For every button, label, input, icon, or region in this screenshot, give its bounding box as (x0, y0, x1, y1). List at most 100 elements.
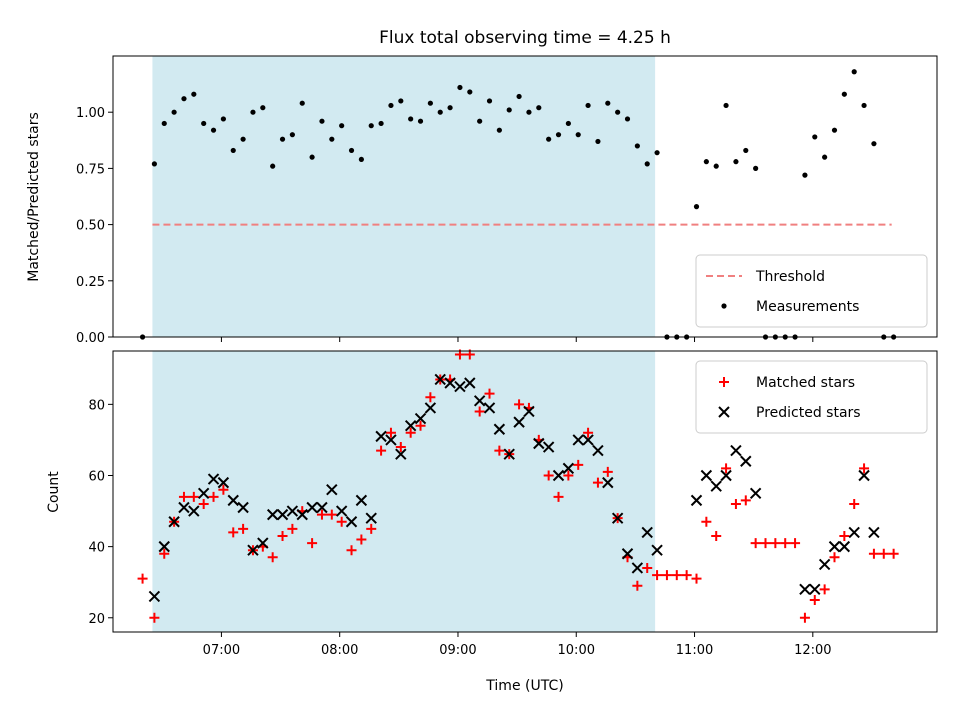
bottom-cross-point-25 (395, 448, 407, 460)
top-dot-point-71 (841, 91, 847, 97)
bottom-plus-point-74 (868, 548, 879, 559)
top-dot-point-11 (250, 109, 256, 115)
x-tick-label-2: 09:00 (439, 643, 476, 658)
top-dot-point-21 (348, 147, 355, 154)
top-dot-point-34 (477, 118, 483, 124)
top-dot-point-32 (457, 84, 463, 91)
bottom-cross-point-24 (385, 434, 397, 446)
bottom-cross-point-31 (454, 380, 466, 393)
bottom-legend-box (695, 360, 928, 434)
top-dot-point-31 (447, 105, 453, 111)
bottom-plus-point-64 (770, 538, 781, 549)
bottom-cross-point-53 (700, 469, 713, 482)
bottom-plus-point-71 (839, 530, 850, 541)
legend-cross-swatch (718, 406, 730, 418)
bottom-plus-point-54 (671, 570, 682, 581)
bottom-cross-point-41 (552, 469, 565, 482)
legend-dot-swatch (721, 303, 727, 309)
bottom-cross-point-55 (720, 469, 732, 482)
bottom-cross-point-47 (611, 512, 624, 524)
top-dot-point-74 (871, 141, 877, 147)
bottom-plus-point-28 (415, 420, 426, 431)
top-dot-point-43 (565, 120, 571, 127)
top-dot-point-38 (516, 93, 522, 100)
bottom-plus-point-76 (888, 548, 899, 559)
bottom-cross-point-29 (434, 373, 446, 386)
bottom-cross-point-28 (424, 402, 437, 414)
legend-label-1: Predicted stars (756, 405, 861, 421)
top-dot-point-12 (260, 105, 266, 111)
bottom-series-1 (148, 373, 880, 603)
bottom-cross-point-18 (326, 484, 338, 496)
top-dot-point-70 (831, 127, 838, 133)
bottom-cross-point-38 (523, 405, 535, 418)
bottom-cross-point-16 (306, 501, 318, 514)
top-dot-point-14 (279, 136, 286, 142)
top-dot-point-36 (496, 127, 502, 133)
top-dot-point-6 (201, 120, 207, 127)
bottom-plus-point-27 (405, 427, 416, 438)
bottom-cross-point-59 (799, 583, 811, 596)
legend-label-0: Matched stars (756, 375, 855, 391)
bottom-plus-point-23 (366, 523, 377, 534)
top-series-0 (139, 69, 897, 340)
top-dot-point-46 (595, 138, 601, 145)
bottom-plus-point-73 (859, 463, 870, 474)
top-y-axis-label: Matched/Predicted stars (26, 112, 42, 282)
bottom-cross-point-8 (227, 494, 239, 507)
bottom-plus-point-72 (849, 498, 860, 509)
top-dot-point-5 (191, 91, 197, 97)
bottom-cross-point-32 (464, 377, 476, 389)
top-dot-point-41 (546, 136, 552, 142)
bottom-plus-point-18 (316, 509, 327, 520)
bottom-plus-point-41 (543, 470, 554, 481)
top-dot-point-57 (703, 159, 709, 165)
top-dot-point-33 (467, 89, 473, 95)
bottom-plus-point-56 (691, 573, 702, 584)
top-dot-point-73 (861, 102, 867, 109)
top-y-tick-label-2: 0.50 (76, 219, 105, 234)
bottom-y-tick-label-0: 20 (88, 612, 105, 627)
top-dot-point-19 (329, 136, 335, 142)
top-dot-point-51 (644, 161, 650, 167)
bottom-plus-point-44 (573, 459, 584, 470)
bottom-cross-point-19 (335, 505, 348, 517)
top-dot-point-30 (437, 109, 443, 115)
bottom-y-axis-label: Count (46, 471, 62, 513)
bottom-cross-point-42 (562, 462, 575, 475)
top-dot-point-40 (536, 105, 542, 111)
bottom-cross-point-58 (749, 487, 762, 499)
bottom-plus-point-63 (760, 538, 771, 549)
top-dot-point-8 (220, 116, 226, 122)
bottom-cross-point-54 (710, 480, 722, 492)
bottom-plus-point-26 (395, 442, 406, 453)
top-dot-point-56 (693, 204, 700, 210)
bottom-plus-point-34 (474, 406, 485, 417)
bottom-cross-point-65 (858, 469, 870, 482)
top-dot-point-24 (378, 120, 384, 127)
top-plot-frame (112, 55, 938, 338)
bottom-cross-point-57 (740, 455, 752, 467)
top-dot-point-35 (486, 98, 493, 104)
top-dot-point-62 (753, 165, 759, 171)
top-dot-point-61 (743, 147, 749, 154)
bottom-plus-point-45 (583, 427, 594, 438)
bottom-cross-point-9 (237, 501, 249, 514)
bottom-cross-point-66 (868, 526, 880, 539)
top-dot-point-26 (398, 98, 404, 104)
bottom-cross-point-63 (838, 540, 851, 553)
top-dot-point-47 (605, 100, 611, 106)
top-panel: 0.00 0.25 0.50 0.75 1.00 Threshold Measurement… (76, 55, 938, 346)
bottom-plus-point-15 (287, 523, 298, 534)
top-y-tick-label-0: 0.00 (76, 331, 105, 346)
bottom-cross-point-3 (178, 501, 190, 514)
bottom-cross-point-26 (404, 419, 417, 432)
bottom-cross-point-6 (207, 473, 220, 485)
top-dot-point-1 (151, 161, 157, 167)
bottom-cross-point-4 (188, 505, 200, 517)
top-dot-point-59 (723, 102, 729, 109)
top-y-tick-label-4: 1.00 (76, 106, 105, 121)
x-tick-label-1: 08:00 (321, 643, 358, 658)
bottom-plus-point-19 (326, 509, 337, 520)
bottom-plus-point-46 (592, 477, 603, 488)
